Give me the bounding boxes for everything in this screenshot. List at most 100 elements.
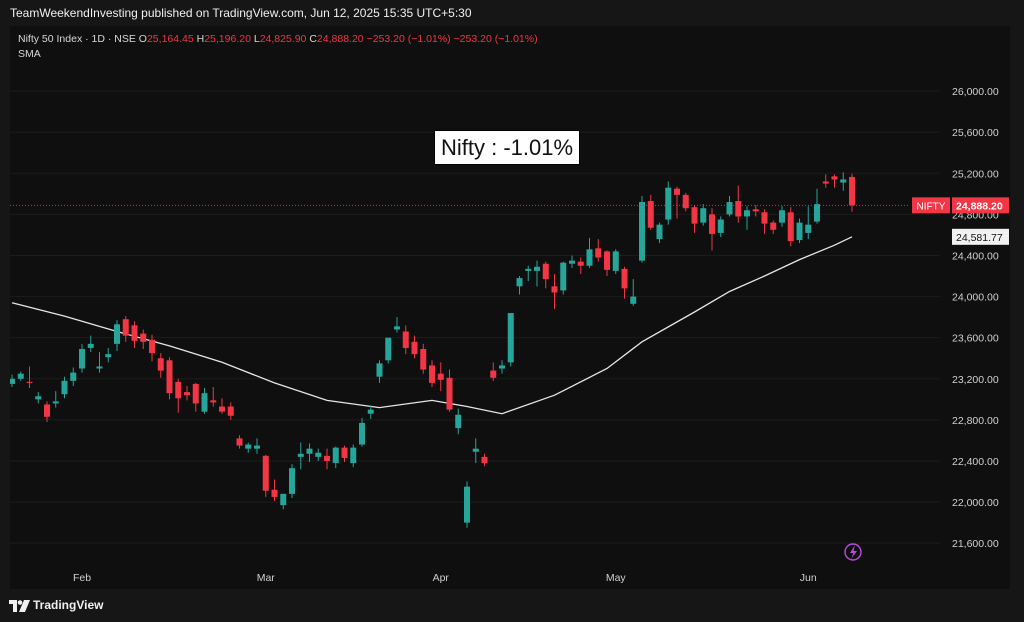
candle-body[interactable]: [210, 400, 217, 403]
candle-body[interactable]: [437, 373, 444, 380]
chart-frame[interactable]: 21,600.00 22,000.00 22,400.00 22,800.00 23,2…: [10, 26, 1010, 589]
candle-body[interactable]: [630, 296, 637, 304]
candle-body[interactable]: [79, 348, 85, 369]
candle-body[interactable]: [770, 222, 777, 230]
candle-body[interactable]: [17, 373, 24, 379]
candle-body[interactable]: [324, 455, 330, 461]
candle-body[interactable]: [376, 363, 383, 377]
tradingview-logo-icon[interactable]: [9, 600, 31, 612]
symbol-label[interactable]: Nifty 50 Index · 1D · NSE: [18, 33, 136, 45]
candle-body[interactable]: [280, 493, 287, 506]
candle-body[interactable]: [717, 219, 724, 233]
candle-body[interactable]: [525, 268, 532, 271]
tradingview-brand[interactable]: TradingView: [33, 598, 104, 612]
candle-body[interactable]: [245, 444, 252, 449]
candle-body[interactable]: [175, 381, 182, 399]
candle-body[interactable]: [805, 224, 812, 233]
candle-body[interactable]: [814, 204, 820, 222]
candle-body[interactable]: [577, 261, 584, 266]
candle-body[interactable]: [26, 381, 33, 383]
candle-body[interactable]: [840, 179, 847, 183]
candle-body[interactable]: [560, 262, 567, 291]
candle-body[interactable]: [621, 268, 628, 289]
candle-body[interactable]: [96, 366, 103, 369]
candle-body[interactable]: [131, 325, 138, 341]
candle-body[interactable]: [551, 286, 558, 293]
candle-body[interactable]: [289, 468, 295, 494]
candle-body[interactable]: [315, 452, 322, 457]
candle-body[interactable]: [114, 324, 120, 344]
candle-body[interactable]: [822, 181, 829, 184]
candle-body[interactable]: [499, 365, 505, 369]
candle-body[interactable]: [201, 393, 208, 412]
candle-body[interactable]: [709, 214, 715, 234]
candle-body[interactable]: [446, 377, 453, 410]
candle-body[interactable]: [297, 453, 304, 457]
candle-body[interactable]: [149, 339, 155, 354]
candle-body[interactable]: [656, 224, 663, 240]
candle-body[interactable]: [420, 348, 427, 370]
candle-body[interactable]: [271, 489, 278, 497]
annotation-text[interactable]: Nifty : -1.01%: [434, 130, 581, 165]
candle-body[interactable]: [586, 249, 593, 266]
candle-body[interactable]: [429, 365, 435, 383]
candle-body[interactable]: [595, 248, 602, 258]
candle-body[interactable]: [402, 331, 409, 348]
candle-body[interactable]: [332, 447, 339, 464]
lightning-icon[interactable]: [844, 543, 862, 561]
candle-body[interactable]: [10, 378, 15, 384]
candle-body[interactable]: [411, 341, 418, 355]
candle-body[interactable]: [831, 176, 838, 180]
candle-body[interactable]: [665, 187, 672, 220]
candle-body[interactable]: [184, 392, 190, 396]
candle-body[interactable]: [735, 201, 742, 217]
candle-body[interactable]: [385, 337, 392, 361]
candle-body[interactable]: [490, 370, 497, 378]
candle-body[interactable]: [254, 445, 260, 449]
candle-body[interactable]: [787, 212, 794, 242]
candle-body[interactable]: [236, 438, 243, 446]
candle-body[interactable]: [52, 401, 59, 404]
candle-body[interactable]: [350, 447, 357, 464]
candle-body[interactable]: [534, 266, 540, 271]
candle-body[interactable]: [87, 343, 94, 348]
candle-body[interactable]: [761, 212, 768, 224]
candle-body[interactable]: [464, 486, 470, 523]
candle-body[interactable]: [639, 202, 645, 261]
candle-body[interactable]: [262, 455, 269, 491]
candle-body[interactable]: [455, 414, 462, 429]
candle-body[interactable]: [612, 251, 619, 271]
candle-body[interactable]: [306, 448, 313, 454]
candle-body[interactable]: [219, 406, 225, 412]
candle-body[interactable]: [140, 333, 147, 342]
candle-body[interactable]: [516, 278, 523, 287]
candle-body[interactable]: [166, 360, 173, 394]
candle-body[interactable]: [779, 210, 785, 223]
candle-body[interactable]: [682, 194, 689, 209]
candle-body[interactable]: [157, 358, 164, 371]
candle-body[interactable]: [481, 456, 488, 464]
candle-body[interactable]: [674, 188, 680, 195]
candle-body[interactable]: [35, 396, 42, 400]
candle-body[interactable]: [726, 202, 733, 215]
candle-body[interactable]: [70, 372, 77, 381]
candle-body[interactable]: [569, 260, 575, 264]
candle-body[interactable]: [691, 207, 698, 224]
candle-body[interactable]: [542, 263, 549, 280]
candle-body[interactable]: [472, 448, 479, 452]
candle-body[interactable]: [700, 208, 707, 223]
candle-body[interactable]: [507, 313, 514, 363]
candle-body[interactable]: [849, 176, 855, 206]
candle-body[interactable]: [752, 209, 759, 212]
candle-body[interactable]: [61, 380, 68, 395]
candle-body[interactable]: [394, 326, 400, 330]
candle-body[interactable]: [227, 406, 234, 416]
indicator-label[interactable]: SMA: [18, 48, 41, 60]
candle-body[interactable]: [604, 251, 610, 270]
candle-body[interactable]: [44, 404, 50, 417]
candle-body[interactable]: [647, 201, 654, 228]
candle-body[interactable]: [367, 409, 374, 414]
candle-body[interactable]: [341, 447, 348, 458]
price-chart[interactable]: 21,600.00 22,000.00 22,400.00 22,800.00 23,2…: [10, 26, 1010, 589]
candle-body[interactable]: [122, 319, 129, 336]
